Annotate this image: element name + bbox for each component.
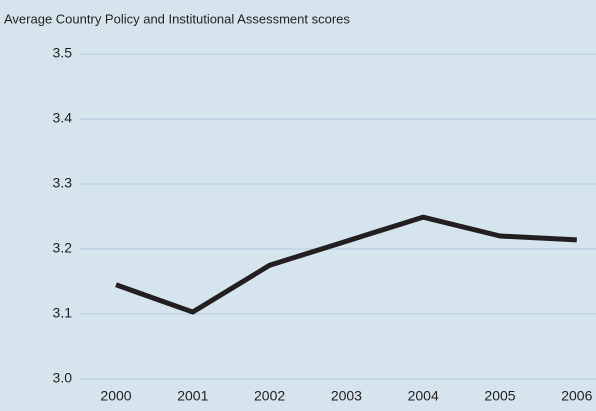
y-tick-label: 3.2 — [53, 240, 73, 256]
y-tick-label: 3.5 — [53, 45, 73, 61]
chart-title: Average Country Policy and Institutional… — [4, 11, 350, 26]
y-tick-label: 3.3 — [53, 175, 73, 191]
x-tick-label: 2002 — [254, 388, 285, 404]
x-tick-label: 2001 — [177, 388, 208, 404]
x-tick-label: 2006 — [561, 388, 592, 404]
y-tick-label: 3.1 — [53, 305, 73, 321]
x-tick-label: 2005 — [484, 388, 515, 404]
line-series — [115, 214, 577, 315]
x-tick-label: 2004 — [408, 388, 439, 404]
x-tick-label: 2000 — [100, 388, 131, 404]
y-tick-label: 3.0 — [53, 370, 73, 386]
x-tick-label: 2003 — [331, 388, 362, 404]
y-tick-label: 3.4 — [53, 110, 73, 126]
